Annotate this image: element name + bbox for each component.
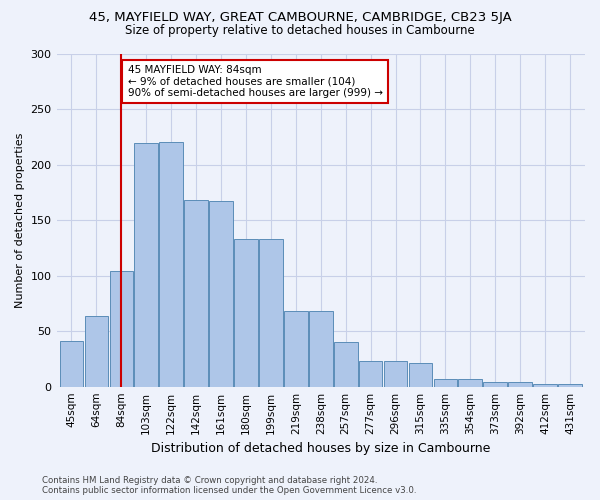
Bar — [458, 379, 482, 386]
Text: Contains HM Land Registry data © Crown copyright and database right 2024.
Contai: Contains HM Land Registry data © Crown c… — [42, 476, 416, 495]
Bar — [484, 382, 507, 386]
Bar — [134, 142, 158, 386]
Bar — [558, 384, 582, 386]
Bar — [334, 342, 358, 386]
Bar — [110, 272, 133, 386]
Text: 45 MAYFIELD WAY: 84sqm
← 9% of detached houses are smaller (104)
90% of semi-det: 45 MAYFIELD WAY: 84sqm ← 9% of detached … — [128, 65, 383, 98]
Y-axis label: Number of detached properties: Number of detached properties — [15, 132, 25, 308]
Bar — [359, 361, 382, 386]
Bar — [209, 202, 233, 386]
Bar — [533, 384, 557, 386]
Bar — [434, 379, 457, 386]
Bar — [284, 312, 308, 386]
Bar — [309, 312, 332, 386]
Bar — [160, 142, 183, 386]
Bar — [508, 382, 532, 386]
Bar — [234, 239, 258, 386]
Bar — [409, 364, 433, 386]
Bar — [384, 361, 407, 386]
Text: 45, MAYFIELD WAY, GREAT CAMBOURNE, CAMBRIDGE, CB23 5JA: 45, MAYFIELD WAY, GREAT CAMBOURNE, CAMBR… — [89, 12, 511, 24]
X-axis label: Distribution of detached houses by size in Cambourne: Distribution of detached houses by size … — [151, 442, 490, 455]
Bar — [259, 239, 283, 386]
Bar — [184, 200, 208, 386]
Bar — [59, 341, 83, 386]
Text: Size of property relative to detached houses in Cambourne: Size of property relative to detached ho… — [125, 24, 475, 37]
Bar — [85, 316, 108, 386]
